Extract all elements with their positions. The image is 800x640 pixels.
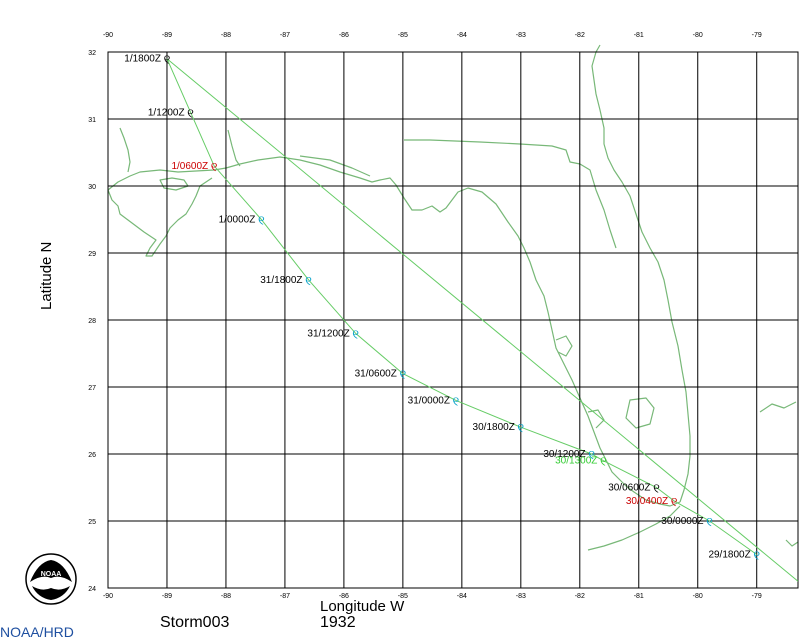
track-line <box>166 58 799 582</box>
lon-tick-label-top: -81 <box>634 32 644 39</box>
lon-tick-label-top: -87 <box>280 32 290 39</box>
storm-symbol: ୧ <box>600 455 607 470</box>
lon-tick-label-bottom: -89 <box>162 593 172 600</box>
storm-symbol: ୧ <box>706 515 713 530</box>
storm-symbol: ୧ <box>517 421 524 436</box>
track-point-label: 31/1800Z <box>260 275 302 286</box>
storm-symbol: ୧ <box>164 53 171 68</box>
lon-tick-label-top: -80 <box>693 32 703 39</box>
lake-okeechobee <box>625 397 655 429</box>
lon-tick-label-top: -88 <box>221 32 231 39</box>
bahamas <box>759 401 797 413</box>
lon-tick-label-top: -84 <box>457 32 467 39</box>
lon-tick-label-bottom: -86 <box>339 593 349 600</box>
storm-symbol: ୧ <box>453 394 460 409</box>
lat-tick-label: 27 <box>88 385 96 392</box>
lon-tick-label-bottom: -90 <box>103 593 113 600</box>
lon-tick-label-top: -85 <box>398 32 408 39</box>
track-point-label: 1/0000Z <box>219 215 256 226</box>
track-point-label: 29/1800Z <box>708 550 750 561</box>
storm-symbol: ୧ <box>187 106 194 121</box>
track-point-label: 30/1800Z <box>473 422 515 433</box>
lon-tick-label-bottom: -82 <box>575 593 585 600</box>
lon-tick-label-bottom: -85 <box>398 593 408 600</box>
bahamas-2 <box>785 539 799 547</box>
track-point-label: 30/0400Z <box>626 496 668 507</box>
tampa-bay <box>555 335 573 357</box>
lat-tick-label: 24 <box>88 586 96 593</box>
storm-symbol: ୧ <box>211 160 218 175</box>
storm-symbol: ୧ <box>671 495 678 510</box>
lat-tick-label: 25 <box>88 519 96 526</box>
panhandle-barrier <box>299 155 371 177</box>
storm-name: Storm003 <box>160 614 230 631</box>
lon-tick-label-bottom: -83 <box>516 593 526 600</box>
track-point-label: 31/0600Z <box>355 369 397 380</box>
storm-symbol: ୧ <box>352 327 359 342</box>
lon-tick-label-bottom: -81 <box>634 593 644 600</box>
track-point-label: 1/1800Z <box>124 54 161 65</box>
storm-year: 1932 <box>320 614 356 631</box>
storm-symbol: ୧ <box>305 274 312 289</box>
louisiana-delta <box>107 177 213 257</box>
lat-tick-label: 30 <box>88 184 96 191</box>
coastline <box>107 44 799 551</box>
lon-tick-label-top: -89 <box>162 32 172 39</box>
storm-symbol: ୧ <box>753 549 760 564</box>
lat-tick-label: 26 <box>88 452 96 459</box>
mobile-bay <box>227 129 241 167</box>
florida-keys <box>587 505 681 551</box>
gulf-coast <box>107 156 681 507</box>
lon-tick-label-top: -86 <box>339 32 349 39</box>
track-point-label: 1/0600Z <box>171 161 208 172</box>
storm-symbol: ୧ <box>588 448 595 463</box>
lat-tick-label: 31 <box>88 117 96 124</box>
storm-symbol: ୧ <box>258 214 265 229</box>
storm-symbol: ୧ <box>399 368 406 383</box>
lon-tick-label-top: -82 <box>575 32 585 39</box>
track-point-label: 31/0000Z <box>408 395 450 406</box>
st-johns-river <box>579 163 617 249</box>
lat-tick-label: 32 <box>88 50 96 57</box>
track-point-label: 1/1200Z <box>148 107 185 118</box>
track-point-label: 30/1300Z <box>555 456 597 467</box>
lon-tick-label-bottom: -79 <box>752 593 762 600</box>
lon-tick-label-bottom: -84 <box>457 593 467 600</box>
lon-tick-label-bottom: -80 <box>693 593 703 600</box>
lon-tick-label-top: -90 <box>103 32 113 39</box>
logo-text: NOAA <box>41 571 62 578</box>
y-axis-label: Latitude N <box>38 241 55 310</box>
mississippi-river <box>119 127 131 173</box>
organization-label: NOAA/HRD <box>0 624 74 640</box>
noaa-logo: NOAA <box>25 553 77 605</box>
lat-tick-label: 29 <box>88 251 96 258</box>
lon-tick-label-bottom: -87 <box>280 593 290 600</box>
track-point-label: 30/0600Z <box>608 483 650 494</box>
lat-tick-label: 28 <box>88 318 96 325</box>
track-point-label: 30/0000Z <box>661 516 703 527</box>
x-axis-label: Longitude W <box>320 598 405 615</box>
storm-symbol: ୧ <box>653 482 660 497</box>
atlantic-coast <box>591 44 691 503</box>
lon-tick-label-bottom: -88 <box>221 593 231 600</box>
storm-track: ୧29/1800Z୧30/0000Z୧30/0400Z୧30/0600Z୧30/… <box>124 53 799 582</box>
axis-tick-labels: -90 -90 -89 -89 -88 -88 -87 -87 -86 -86 -85 -85 -84 -… <box>88 32 762 600</box>
track-point-label: 31/1200Z <box>307 328 349 339</box>
lon-tick-label-top: -83 <box>516 32 526 39</box>
track-point-label: 30/1200Z <box>543 449 585 460</box>
inland-line <box>404 139 581 165</box>
lon-tick-label-top: -79 <box>752 32 762 39</box>
